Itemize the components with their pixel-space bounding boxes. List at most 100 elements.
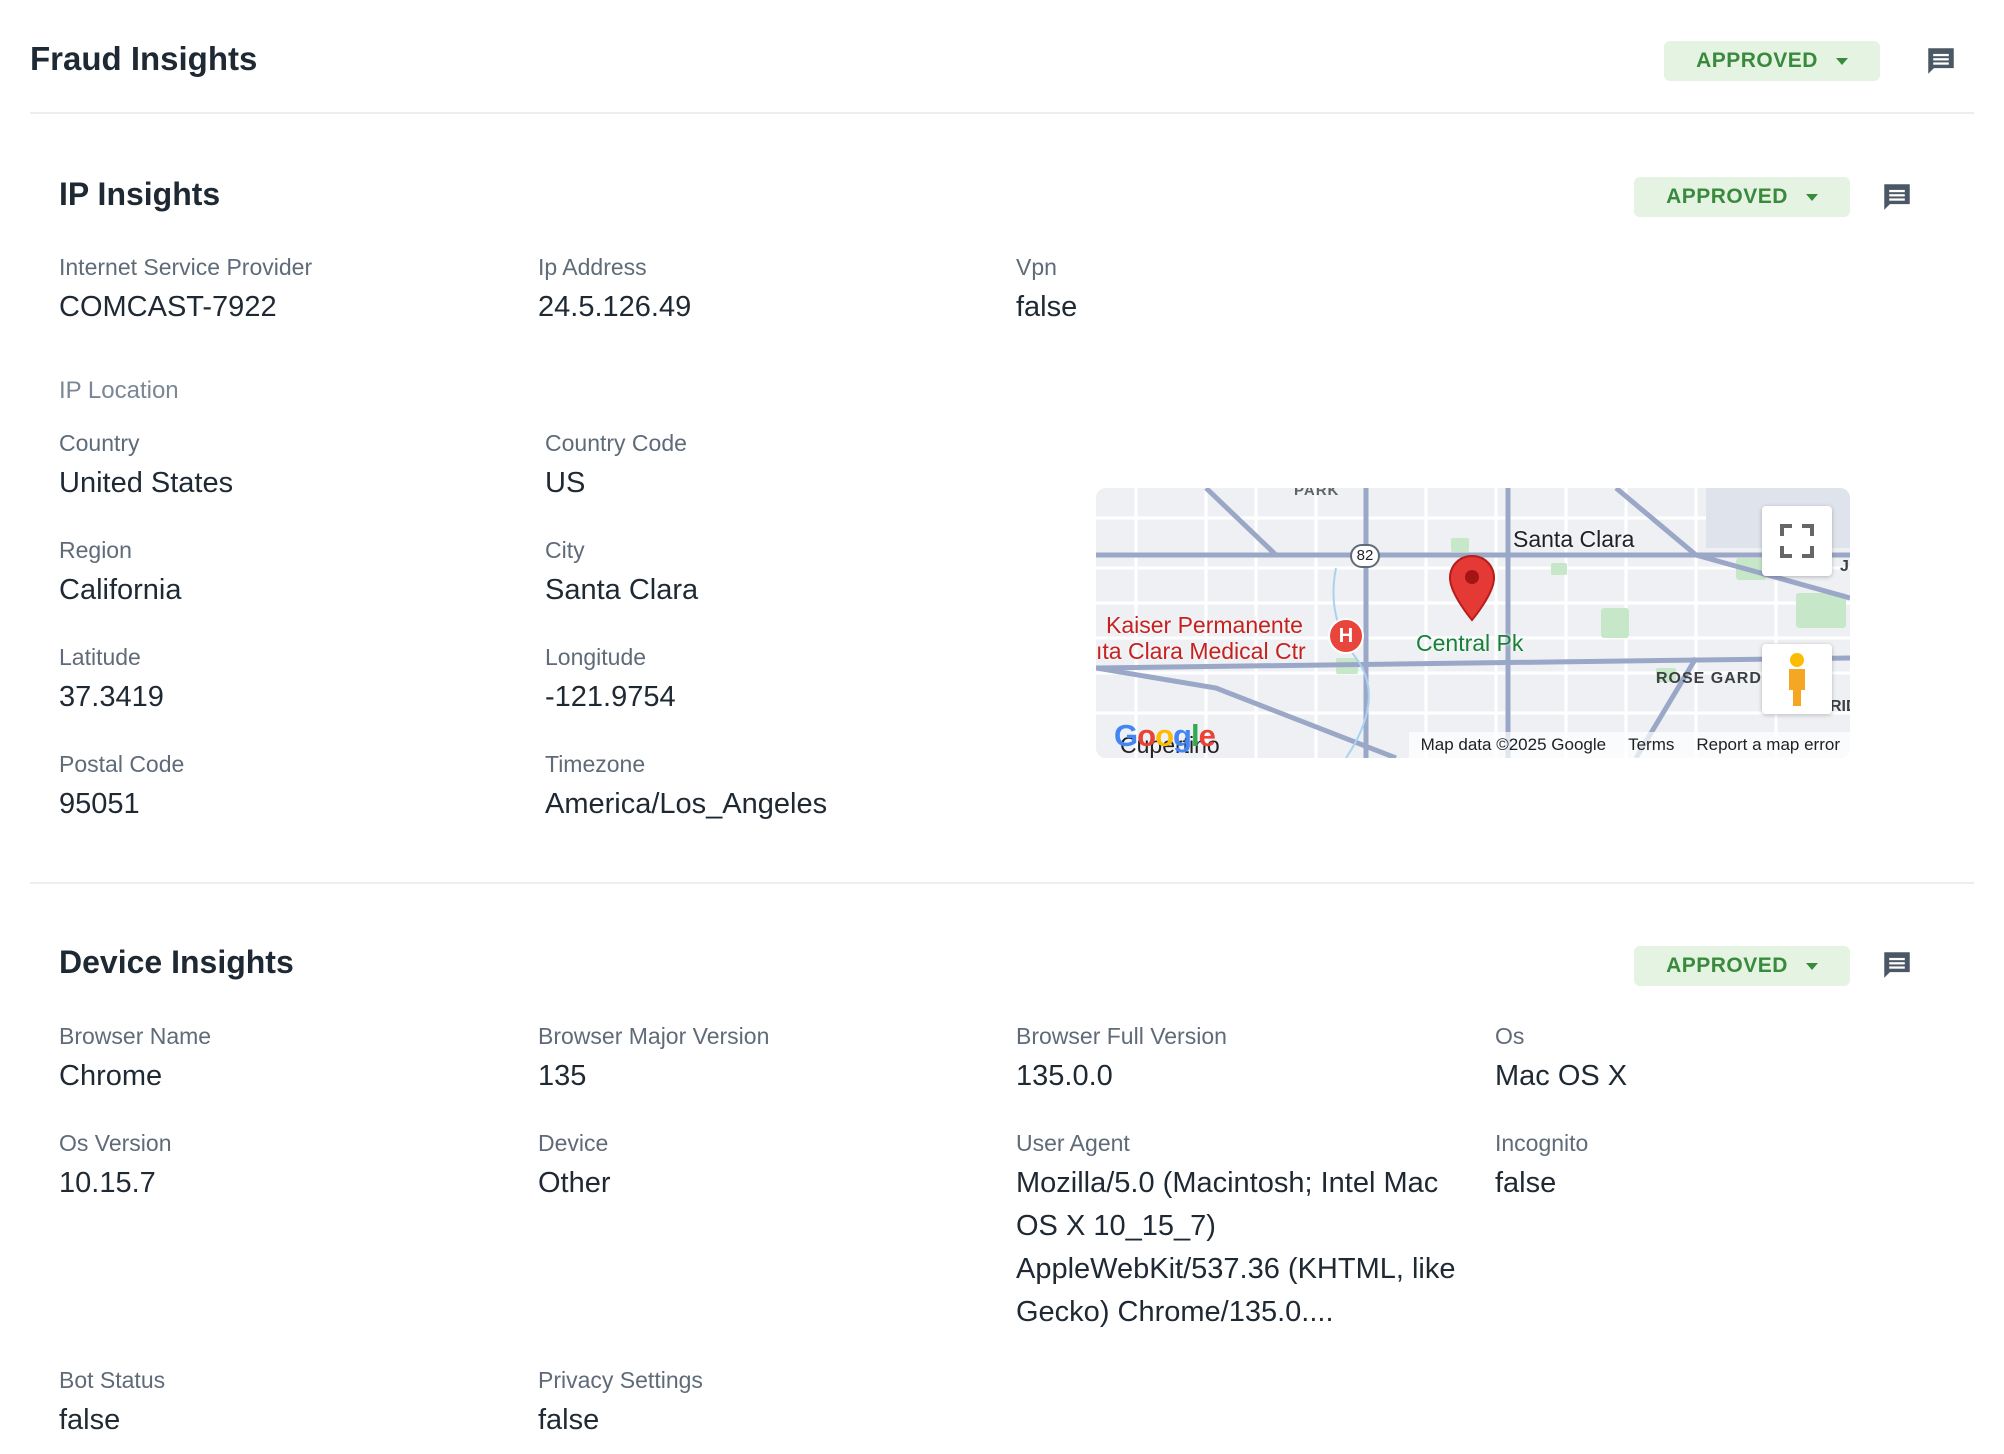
map-label-edge-j: J [1840, 558, 1849, 575]
field-label: Latitude [59, 644, 141, 670]
field-label: Ip Address [538, 254, 647, 280]
map-footer: Map data ©2025 Google Terms Report a map… [1408, 732, 1850, 758]
device-insights-title: Device Insights [59, 944, 294, 980]
fullscreen-icon [1780, 524, 1814, 558]
field-label: Browser Full Version [1016, 1023, 1227, 1049]
map-data-credit: Map data ©2025 Google [1420, 735, 1607, 754]
field-value: 135 [538, 1060, 587, 1092]
map-label-central-park: Central Pk [1416, 630, 1524, 656]
comment-icon[interactable] [1880, 180, 1914, 214]
field-value: 37.3419 [59, 681, 164, 713]
field-label: Country Code [545, 430, 687, 456]
map-label-edge-rid: RID [1830, 698, 1850, 715]
field-value: 135.0.0 [1016, 1060, 1113, 1092]
fraud-status-dropdown[interactable]: APPROVED [1664, 41, 1880, 81]
field-label: Vpn [1016, 254, 1057, 280]
field-user-agent: User Agent Mozilla/5.0 (Macintosh; Intel… [1016, 1128, 1476, 1334]
field-label: City [545, 537, 585, 563]
device-status-dropdown[interactable]: APPROVED [1634, 946, 1850, 986]
page-header: Fraud Insights APPROVED [30, 24, 1974, 114]
section-divider [30, 882, 1974, 884]
ip-location-map[interactable]: 82 PARK Santa Clara Kaiser Permanente ıt… [1096, 488, 1850, 758]
field-value: 24.5.126.49 [538, 291, 692, 323]
map-base [1096, 488, 1850, 758]
field-ip-address: Ip Address 24.5.126.49 [538, 252, 691, 329]
field-longitude: Longitude -121.9754 [545, 642, 676, 719]
hospital-icon[interactable]: H [1328, 618, 1364, 654]
map-label-rose-garden: ROSE GARDI [1656, 670, 1768, 687]
field-browser-full-version: Browser Full Version 135.0.0 [1016, 1021, 1227, 1098]
field-browser-name: Browser Name Chrome [59, 1021, 211, 1098]
page-title: Fraud Insights [30, 40, 258, 77]
field-postal-code: Postal Code 95051 [59, 749, 184, 826]
field-os: Os Mac OS X [1495, 1021, 1627, 1098]
field-label: Device [538, 1130, 609, 1156]
field-bot-status: Bot Status false [59, 1365, 165, 1442]
field-label: Internet Service Provider [59, 254, 313, 280]
field-device: Device Other [538, 1128, 611, 1205]
status-label: APPROVED [1696, 49, 1818, 72]
status-label: APPROVED [1666, 185, 1788, 208]
field-country-code: Country Code US [545, 428, 687, 505]
field-value: Mozilla/5.0 (Macintosh; Intel Mac OS X 1… [1016, 1167, 1456, 1328]
ip-insights-title: IP Insights [59, 176, 221, 212]
status-label: APPROVED [1666, 954, 1788, 977]
field-value: Santa Clara [545, 574, 699, 606]
map-label-cupertino: Cupertino [1120, 732, 1220, 758]
map-label-santa-clara: Santa Clara [1513, 526, 1635, 552]
field-value: United States [59, 467, 234, 499]
map-marker-icon[interactable] [1448, 554, 1496, 624]
field-city: City Santa Clara [545, 535, 698, 612]
field-label: Os [1495, 1023, 1525, 1049]
field-incognito: Incognito false [1495, 1128, 1588, 1205]
field-label: Longitude [545, 644, 647, 670]
field-label: Postal Code [59, 751, 185, 777]
fullscreen-button[interactable] [1762, 506, 1832, 576]
field-value: 10.15.7 [59, 1167, 156, 1199]
field-privacy-settings: Privacy Settings false [538, 1365, 703, 1442]
field-value: California [59, 574, 182, 606]
comment-icon[interactable] [1924, 44, 1958, 78]
caret-down-icon [1835, 57, 1848, 65]
field-value: Other [538, 1167, 611, 1199]
field-label: Region [59, 537, 132, 563]
map-label-hospital-line1: Kaiser Permanente [1106, 612, 1303, 638]
street-view-button[interactable] [1762, 644, 1832, 714]
route-82-badge: 82 [1350, 544, 1380, 568]
field-region: Region California [59, 535, 182, 612]
map-label-park: PARK [1294, 488, 1340, 499]
ip-status-dropdown[interactable]: APPROVED [1634, 177, 1850, 217]
field-latitude: Latitude 37.3419 [59, 642, 164, 719]
field-value: false [59, 1404, 121, 1436]
field-vpn: Vpn false [1016, 252, 1077, 329]
map-report-error-link[interactable]: Report a map error [1696, 735, 1840, 754]
field-label: Incognito [1495, 1130, 1589, 1156]
field-value: false [1495, 1167, 1557, 1199]
field-label: Bot Status [59, 1367, 166, 1393]
field-label: Country [59, 430, 140, 456]
field-country: Country United States [59, 428, 233, 505]
field-browser-major-version: Browser Major Version 135 [538, 1021, 769, 1098]
field-value: COMCAST-7922 [59, 291, 277, 323]
field-value: Mac OS X [1495, 1060, 1628, 1092]
field-label: Browser Major Version [538, 1023, 770, 1049]
field-label: Os Version [59, 1130, 172, 1156]
comment-icon[interactable] [1880, 948, 1914, 982]
field-value: -121.9754 [545, 681, 676, 713]
field-timezone: Timezone America/Los_Angeles [545, 749, 827, 826]
pegman-icon [1789, 653, 1805, 706]
ip-location-heading: IP Location [59, 377, 179, 404]
field-value: Chrome [59, 1060, 163, 1092]
google-logo: Google [1114, 718, 1216, 753]
field-value: US [545, 467, 586, 499]
field-value: false [538, 1404, 600, 1436]
field-label: Privacy Settings [538, 1367, 703, 1393]
field-value: 95051 [59, 788, 140, 820]
field-os-version: Os Version 10.15.7 [59, 1128, 172, 1205]
field-label: Browser Name [59, 1023, 212, 1049]
map-label-hospital-line2: ıta Clara Medical Ctr [1096, 638, 1306, 664]
caret-down-icon [1805, 193, 1818, 201]
field-value: America/Los_Angeles [545, 788, 828, 820]
map-terms-link[interactable]: Terms [1628, 735, 1675, 754]
field-label: Timezone [545, 751, 646, 777]
